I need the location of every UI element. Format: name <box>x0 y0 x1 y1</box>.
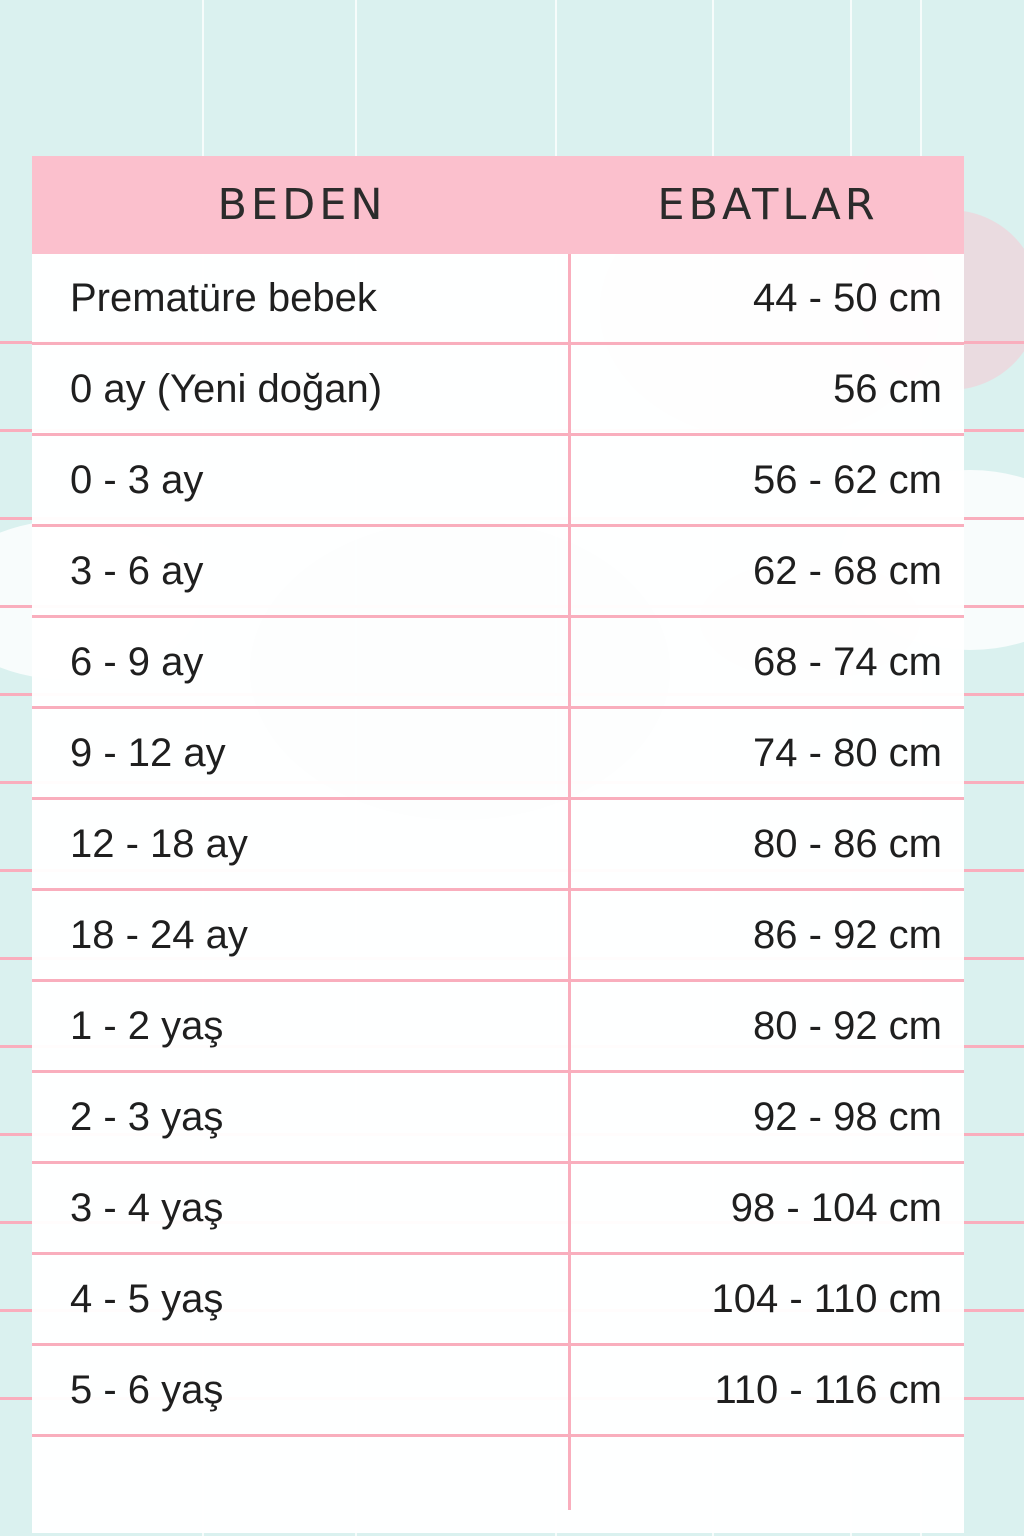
cell-beden: 2 - 3 yaş <box>70 1094 224 1139</box>
table-header-row: BEDEN EBATLAR <box>32 156 964 254</box>
cell-beden: Prematüre bebek <box>70 275 377 320</box>
table-row: 3 - 4 yaş 98 - 104 cm <box>32 1161 964 1252</box>
cell-ebat: 80 - 92 cm <box>753 1003 942 1048</box>
cell-ebat: 68 - 74 cm <box>753 639 942 684</box>
cell-ebat: 104 - 110 cm <box>711 1276 943 1321</box>
cell-beden: 1 - 2 yaş <box>70 1003 224 1048</box>
cell-beden: 6 - 9 ay <box>70 639 204 684</box>
table-row: 12 - 18 ay 80 - 86 cm <box>32 797 964 888</box>
cell-beden: 3 - 6 ay <box>70 548 204 593</box>
table-row: 3 - 6 ay 62 - 68 cm <box>32 524 964 615</box>
cell-ebat: 98 - 104 cm <box>730 1185 942 1230</box>
table-row: 0 ay (Yeni doğan) 56 cm <box>32 342 964 433</box>
cell-ebat: 56 - 62 cm <box>753 457 942 502</box>
cell-beden: 3 - 4 yaş <box>70 1185 224 1230</box>
cell-ebat: 92 - 98 cm <box>753 1094 942 1139</box>
table-row: 2 - 3 yaş 92 - 98 cm <box>32 1070 964 1161</box>
cell-ebat: 110 - 116 cm <box>714 1367 942 1412</box>
cell-ebat: 62 - 68 cm <box>753 548 942 593</box>
cell-beden: 0 ay (Yeni doğan) <box>70 366 383 411</box>
column-header-beden: BEDEN <box>217 180 387 230</box>
size-chart-card: BEDEN EBATLAR Prematüre bebek 44 - 50 cm… <box>32 156 964 1533</box>
column-divider <box>568 254 571 1510</box>
table-row: Prematüre bebek 44 - 50 cm <box>32 254 964 342</box>
table-body: Prematüre bebek 44 - 50 cm 0 ay (Yeni do… <box>32 254 964 1434</box>
cell-ebat: 74 - 80 cm <box>753 730 942 775</box>
cell-beden: 4 - 5 yaş <box>70 1276 224 1321</box>
table-row: 4 - 5 yaş 104 - 110 cm <box>32 1252 964 1343</box>
cell-beden: 12 - 18 ay <box>70 821 248 866</box>
table-row: 0 - 3 ay 56 - 62 cm <box>32 433 964 524</box>
cell-beden: 9 - 12 ay <box>70 730 226 775</box>
cell-ebat: 44 - 50 cm <box>753 275 942 320</box>
column-header-ebatlar: EBATLAR <box>657 180 879 230</box>
table-row: 5 - 6 yaş 110 - 116 cm <box>32 1343 964 1434</box>
table-row: 9 - 12 ay 74 - 80 cm <box>32 706 964 797</box>
table-row: 18 - 24 ay 86 - 92 cm <box>32 888 964 979</box>
table-footer-spacer <box>32 1434 964 1533</box>
cell-ebat: 80 - 86 cm <box>753 821 942 866</box>
cell-beden: 5 - 6 yaş <box>70 1367 224 1412</box>
table-row: 6 - 9 ay 68 - 74 cm <box>32 615 964 706</box>
cell-beden: 0 - 3 ay <box>70 457 204 502</box>
table-row: 1 - 2 yaş 80 - 92 cm <box>32 979 964 1070</box>
cell-ebat: 56 cm <box>833 366 942 411</box>
cell-beden: 18 - 24 ay <box>70 912 248 957</box>
cell-ebat: 86 - 92 cm <box>753 912 942 957</box>
